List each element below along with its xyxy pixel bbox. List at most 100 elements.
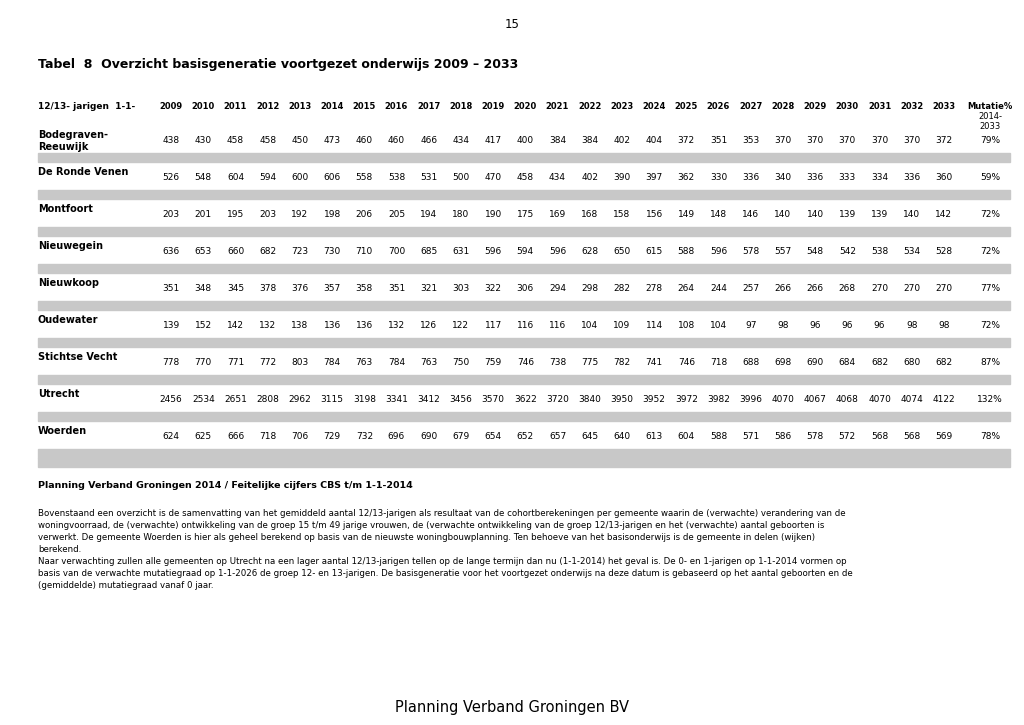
Text: 730: 730 xyxy=(324,247,341,256)
Text: 117: 117 xyxy=(484,321,502,330)
Text: 201: 201 xyxy=(195,210,212,219)
Text: 270: 270 xyxy=(871,284,888,293)
Text: 4067: 4067 xyxy=(804,395,826,404)
Text: 434: 434 xyxy=(453,136,469,145)
Text: 586: 586 xyxy=(774,432,792,441)
Text: 557: 557 xyxy=(774,247,792,256)
Text: 2651: 2651 xyxy=(224,395,247,404)
Text: 72%: 72% xyxy=(980,210,1000,219)
Text: 604: 604 xyxy=(678,432,695,441)
Text: 3115: 3115 xyxy=(321,395,344,404)
Text: 390: 390 xyxy=(613,173,631,182)
Text: 606: 606 xyxy=(324,173,341,182)
Text: 2011: 2011 xyxy=(224,102,247,111)
Text: 2023: 2023 xyxy=(610,102,634,111)
Text: 718: 718 xyxy=(710,358,727,367)
Text: 270: 270 xyxy=(935,284,952,293)
Text: 79%: 79% xyxy=(980,136,1000,145)
Text: 2018: 2018 xyxy=(450,102,472,111)
Text: 578: 578 xyxy=(742,247,760,256)
Text: 548: 548 xyxy=(807,247,823,256)
Text: 2009: 2009 xyxy=(160,102,182,111)
Text: 613: 613 xyxy=(645,432,663,441)
Text: 98: 98 xyxy=(777,321,788,330)
Text: 750: 750 xyxy=(453,358,470,367)
Text: 2031: 2031 xyxy=(868,102,891,111)
Text: 351: 351 xyxy=(163,284,180,293)
Text: 542: 542 xyxy=(839,247,856,256)
Text: 3341: 3341 xyxy=(385,395,408,404)
Text: 12/13- jarigen  1-1-: 12/13- jarigen 1-1- xyxy=(38,102,135,111)
Text: 257: 257 xyxy=(742,284,759,293)
Text: 244: 244 xyxy=(710,284,727,293)
Text: 2534: 2534 xyxy=(191,395,215,404)
Text: 534: 534 xyxy=(903,247,921,256)
Text: 2010: 2010 xyxy=(191,102,215,111)
Text: 741: 741 xyxy=(645,358,663,367)
Text: 3456: 3456 xyxy=(450,395,472,404)
Text: 775: 775 xyxy=(581,358,598,367)
Text: 698: 698 xyxy=(774,358,792,367)
Text: 710: 710 xyxy=(355,247,373,256)
Text: Utrecht: Utrecht xyxy=(38,389,80,399)
Text: 3972: 3972 xyxy=(675,395,697,404)
Text: 460: 460 xyxy=(355,136,373,145)
Text: Bovenstaand een overzicht is de samenvatting van het gemiddeld aantal 12/13-jari: Bovenstaand een overzicht is de samenvat… xyxy=(38,509,846,518)
Text: 650: 650 xyxy=(613,247,631,256)
Text: 2024: 2024 xyxy=(642,102,666,111)
Text: 190: 190 xyxy=(484,210,502,219)
Text: 203: 203 xyxy=(259,210,276,219)
Text: 351: 351 xyxy=(710,136,727,145)
Text: 653: 653 xyxy=(195,247,212,256)
Text: Nieuwkoop: Nieuwkoop xyxy=(38,278,99,288)
Text: 3952: 3952 xyxy=(643,395,666,404)
Text: 746: 746 xyxy=(678,358,695,367)
Text: 169: 169 xyxy=(549,210,566,219)
Text: 770: 770 xyxy=(195,358,212,367)
Text: 334: 334 xyxy=(871,173,888,182)
Text: 2029: 2029 xyxy=(804,102,826,111)
Text: 763: 763 xyxy=(420,358,437,367)
Text: 122: 122 xyxy=(453,321,469,330)
Text: 362: 362 xyxy=(678,173,695,182)
Text: 636: 636 xyxy=(163,247,180,256)
Text: 568: 568 xyxy=(870,432,888,441)
Text: 4070: 4070 xyxy=(771,395,795,404)
Text: 660: 660 xyxy=(227,247,244,256)
Text: 569: 569 xyxy=(935,432,952,441)
Text: 104: 104 xyxy=(710,321,727,330)
Text: woningvoorraad, de (verwachte) ontwikkeling van de groep 15 t/m 49 jarige vrouwe: woningvoorraad, de (verwachte) ontwikkel… xyxy=(38,521,824,530)
Text: 149: 149 xyxy=(678,210,695,219)
Text: 303: 303 xyxy=(453,284,470,293)
Text: 298: 298 xyxy=(582,284,598,293)
Text: 3840: 3840 xyxy=(579,395,601,404)
Text: 596: 596 xyxy=(710,247,727,256)
Text: 15: 15 xyxy=(505,18,519,31)
Text: 195: 195 xyxy=(227,210,244,219)
Text: 588: 588 xyxy=(678,247,695,256)
Text: 370: 370 xyxy=(839,136,856,145)
Text: 640: 640 xyxy=(613,432,631,441)
Text: Woerden: Woerden xyxy=(38,426,87,436)
Text: 594: 594 xyxy=(517,247,534,256)
Text: 180: 180 xyxy=(453,210,470,219)
Text: 59%: 59% xyxy=(980,173,1000,182)
Text: 2030: 2030 xyxy=(836,102,859,111)
Text: 3412: 3412 xyxy=(418,395,440,404)
Text: 600: 600 xyxy=(291,173,308,182)
Text: 139: 139 xyxy=(163,321,180,330)
Text: 2033: 2033 xyxy=(932,102,955,111)
Text: 3570: 3570 xyxy=(481,395,505,404)
Text: 345: 345 xyxy=(227,284,244,293)
Text: 4068: 4068 xyxy=(836,395,859,404)
Text: 175: 175 xyxy=(517,210,534,219)
Text: 682: 682 xyxy=(259,247,276,256)
Text: 594: 594 xyxy=(259,173,276,182)
Text: Oudewater: Oudewater xyxy=(38,315,98,325)
Text: 572: 572 xyxy=(839,432,856,441)
Text: Montfoort: Montfoort xyxy=(38,204,93,214)
Text: 417: 417 xyxy=(484,136,502,145)
Text: 772: 772 xyxy=(259,358,276,367)
Text: 679: 679 xyxy=(453,432,470,441)
Text: 96: 96 xyxy=(842,321,853,330)
